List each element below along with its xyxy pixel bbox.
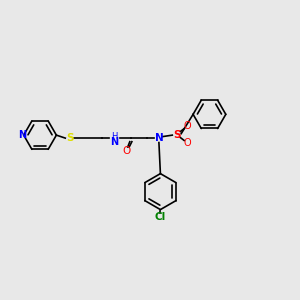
Text: S: S	[173, 130, 181, 140]
Text: O: O	[122, 146, 130, 156]
Text: H: H	[111, 132, 118, 141]
Text: N: N	[18, 130, 26, 140]
Text: O: O	[183, 139, 191, 148]
Text: Cl: Cl	[155, 212, 166, 222]
Text: N: N	[110, 137, 118, 147]
Text: S: S	[66, 133, 74, 143]
Text: N: N	[154, 133, 163, 143]
Text: O: O	[183, 121, 191, 130]
